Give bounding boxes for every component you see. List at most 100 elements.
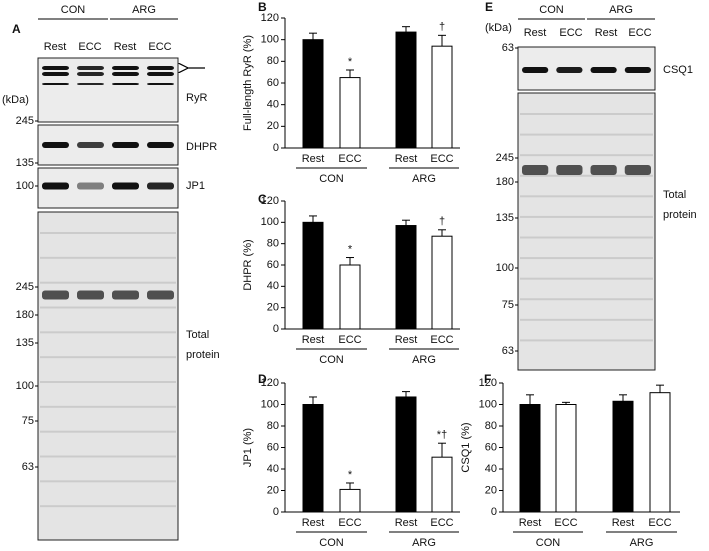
group-label: CON <box>539 4 564 16</box>
x-tick-label: Rest <box>395 334 418 346</box>
strip-label: CSQ1 <box>663 64 693 76</box>
y-tick-label: 40 <box>267 99 279 111</box>
y-tick-label: 80 <box>485 420 497 432</box>
band <box>42 142 69 148</box>
blot-strip <box>37 211 179 541</box>
bar <box>612 400 634 513</box>
x-tick-label: Rest <box>519 517 542 529</box>
band <box>590 165 617 175</box>
band <box>147 142 174 148</box>
y-tick-label: 80 <box>267 238 279 250</box>
band <box>112 83 139 85</box>
lane-label: ECC <box>148 41 171 53</box>
y-tick-label: 60 <box>485 441 497 453</box>
band <box>77 182 104 190</box>
group-label: CON <box>536 537 561 549</box>
lane-label: Rest <box>524 27 547 39</box>
y-tick-label: 80 <box>267 420 279 432</box>
strip-label: Total protein <box>186 329 220 361</box>
panel-label: A <box>12 22 21 36</box>
faint-band <box>520 133 653 136</box>
x-tick-label: ECC <box>430 334 453 346</box>
group-label: ARG <box>132 4 156 16</box>
marker-label: 135 <box>16 337 34 349</box>
faint-band <box>40 232 176 234</box>
bar <box>302 39 324 149</box>
bar <box>395 225 417 330</box>
lane-label: Rest <box>44 41 67 53</box>
bar <box>302 221 324 330</box>
marker-label: 135 <box>496 212 514 224</box>
faint-band <box>520 318 653 321</box>
group-label: CON <box>319 537 344 549</box>
x-tick-label: ECC <box>430 517 453 529</box>
bar <box>555 404 577 513</box>
y-tick-label: 0 <box>273 506 279 518</box>
y-tick-label: 100 <box>261 34 279 46</box>
band <box>522 165 549 175</box>
marker-label: 100 <box>16 180 34 192</box>
group-label: ARG <box>412 173 436 185</box>
band <box>42 83 69 85</box>
band <box>624 67 651 73</box>
x-tick-label: ECC <box>430 153 453 165</box>
x-tick-label: ECC <box>648 517 671 529</box>
y-tick-label: 120 <box>261 195 279 207</box>
annotation: † <box>439 21 445 33</box>
strip-label: DHPR <box>186 141 217 153</box>
marker-label: 180 <box>16 309 34 321</box>
band <box>147 83 174 85</box>
unit-label: (kDa) <box>485 22 512 34</box>
faint-band <box>520 113 653 115</box>
group-label: CON <box>61 4 86 16</box>
y-tick-label: 0 <box>491 506 497 518</box>
x-tick-label: Rest <box>395 153 418 165</box>
x-tick-label: Rest <box>612 517 635 529</box>
marker-label: 135 <box>16 157 34 169</box>
x-tick-label: ECC <box>338 517 361 529</box>
x-tick-label: ECC <box>338 334 361 346</box>
x-tick-label: Rest <box>302 517 325 529</box>
x-tick-label: Rest <box>302 153 325 165</box>
faint-band <box>520 174 653 177</box>
y-tick-label: 40 <box>267 463 279 475</box>
bar <box>431 456 453 513</box>
y-axis-label: CSQ1 (%) <box>460 422 472 472</box>
faint-band <box>520 277 653 280</box>
faint-band <box>40 256 176 259</box>
strip-label: JP1 <box>186 180 205 192</box>
faint-band <box>40 356 176 359</box>
y-axis-label: JP1 (%) <box>242 428 254 467</box>
lane-label: ECC <box>78 41 101 53</box>
marker-label: 100 <box>16 380 34 392</box>
annotation: † <box>439 216 445 228</box>
x-tick-label: Rest <box>395 517 418 529</box>
annotation: * <box>348 243 353 255</box>
y-tick-label: 60 <box>267 77 279 89</box>
marker-label: 63 <box>502 345 514 357</box>
unit-label: (kDa) <box>2 94 29 106</box>
y-tick-label: 20 <box>267 302 279 314</box>
faint-band <box>520 236 653 239</box>
band <box>624 165 651 175</box>
lane-label: Rest <box>114 41 137 53</box>
faint-band <box>40 430 176 433</box>
faint-band <box>40 505 176 508</box>
annotation: *† <box>437 429 447 441</box>
annotation: * <box>348 56 353 68</box>
group-label: ARG <box>630 537 654 549</box>
bar <box>395 396 417 513</box>
faint-band <box>520 257 653 260</box>
x-tick-label: ECC <box>338 153 361 165</box>
group-label: ARG <box>412 537 436 549</box>
band <box>556 67 583 73</box>
lane-label: ECC <box>559 27 582 39</box>
y-tick-label: 120 <box>479 377 497 389</box>
faint-band <box>40 455 176 458</box>
panel-label: B <box>258 0 267 14</box>
bar <box>339 77 361 149</box>
bar <box>431 235 453 330</box>
faint-band <box>40 480 176 483</box>
marker-label: 63 <box>502 42 514 54</box>
